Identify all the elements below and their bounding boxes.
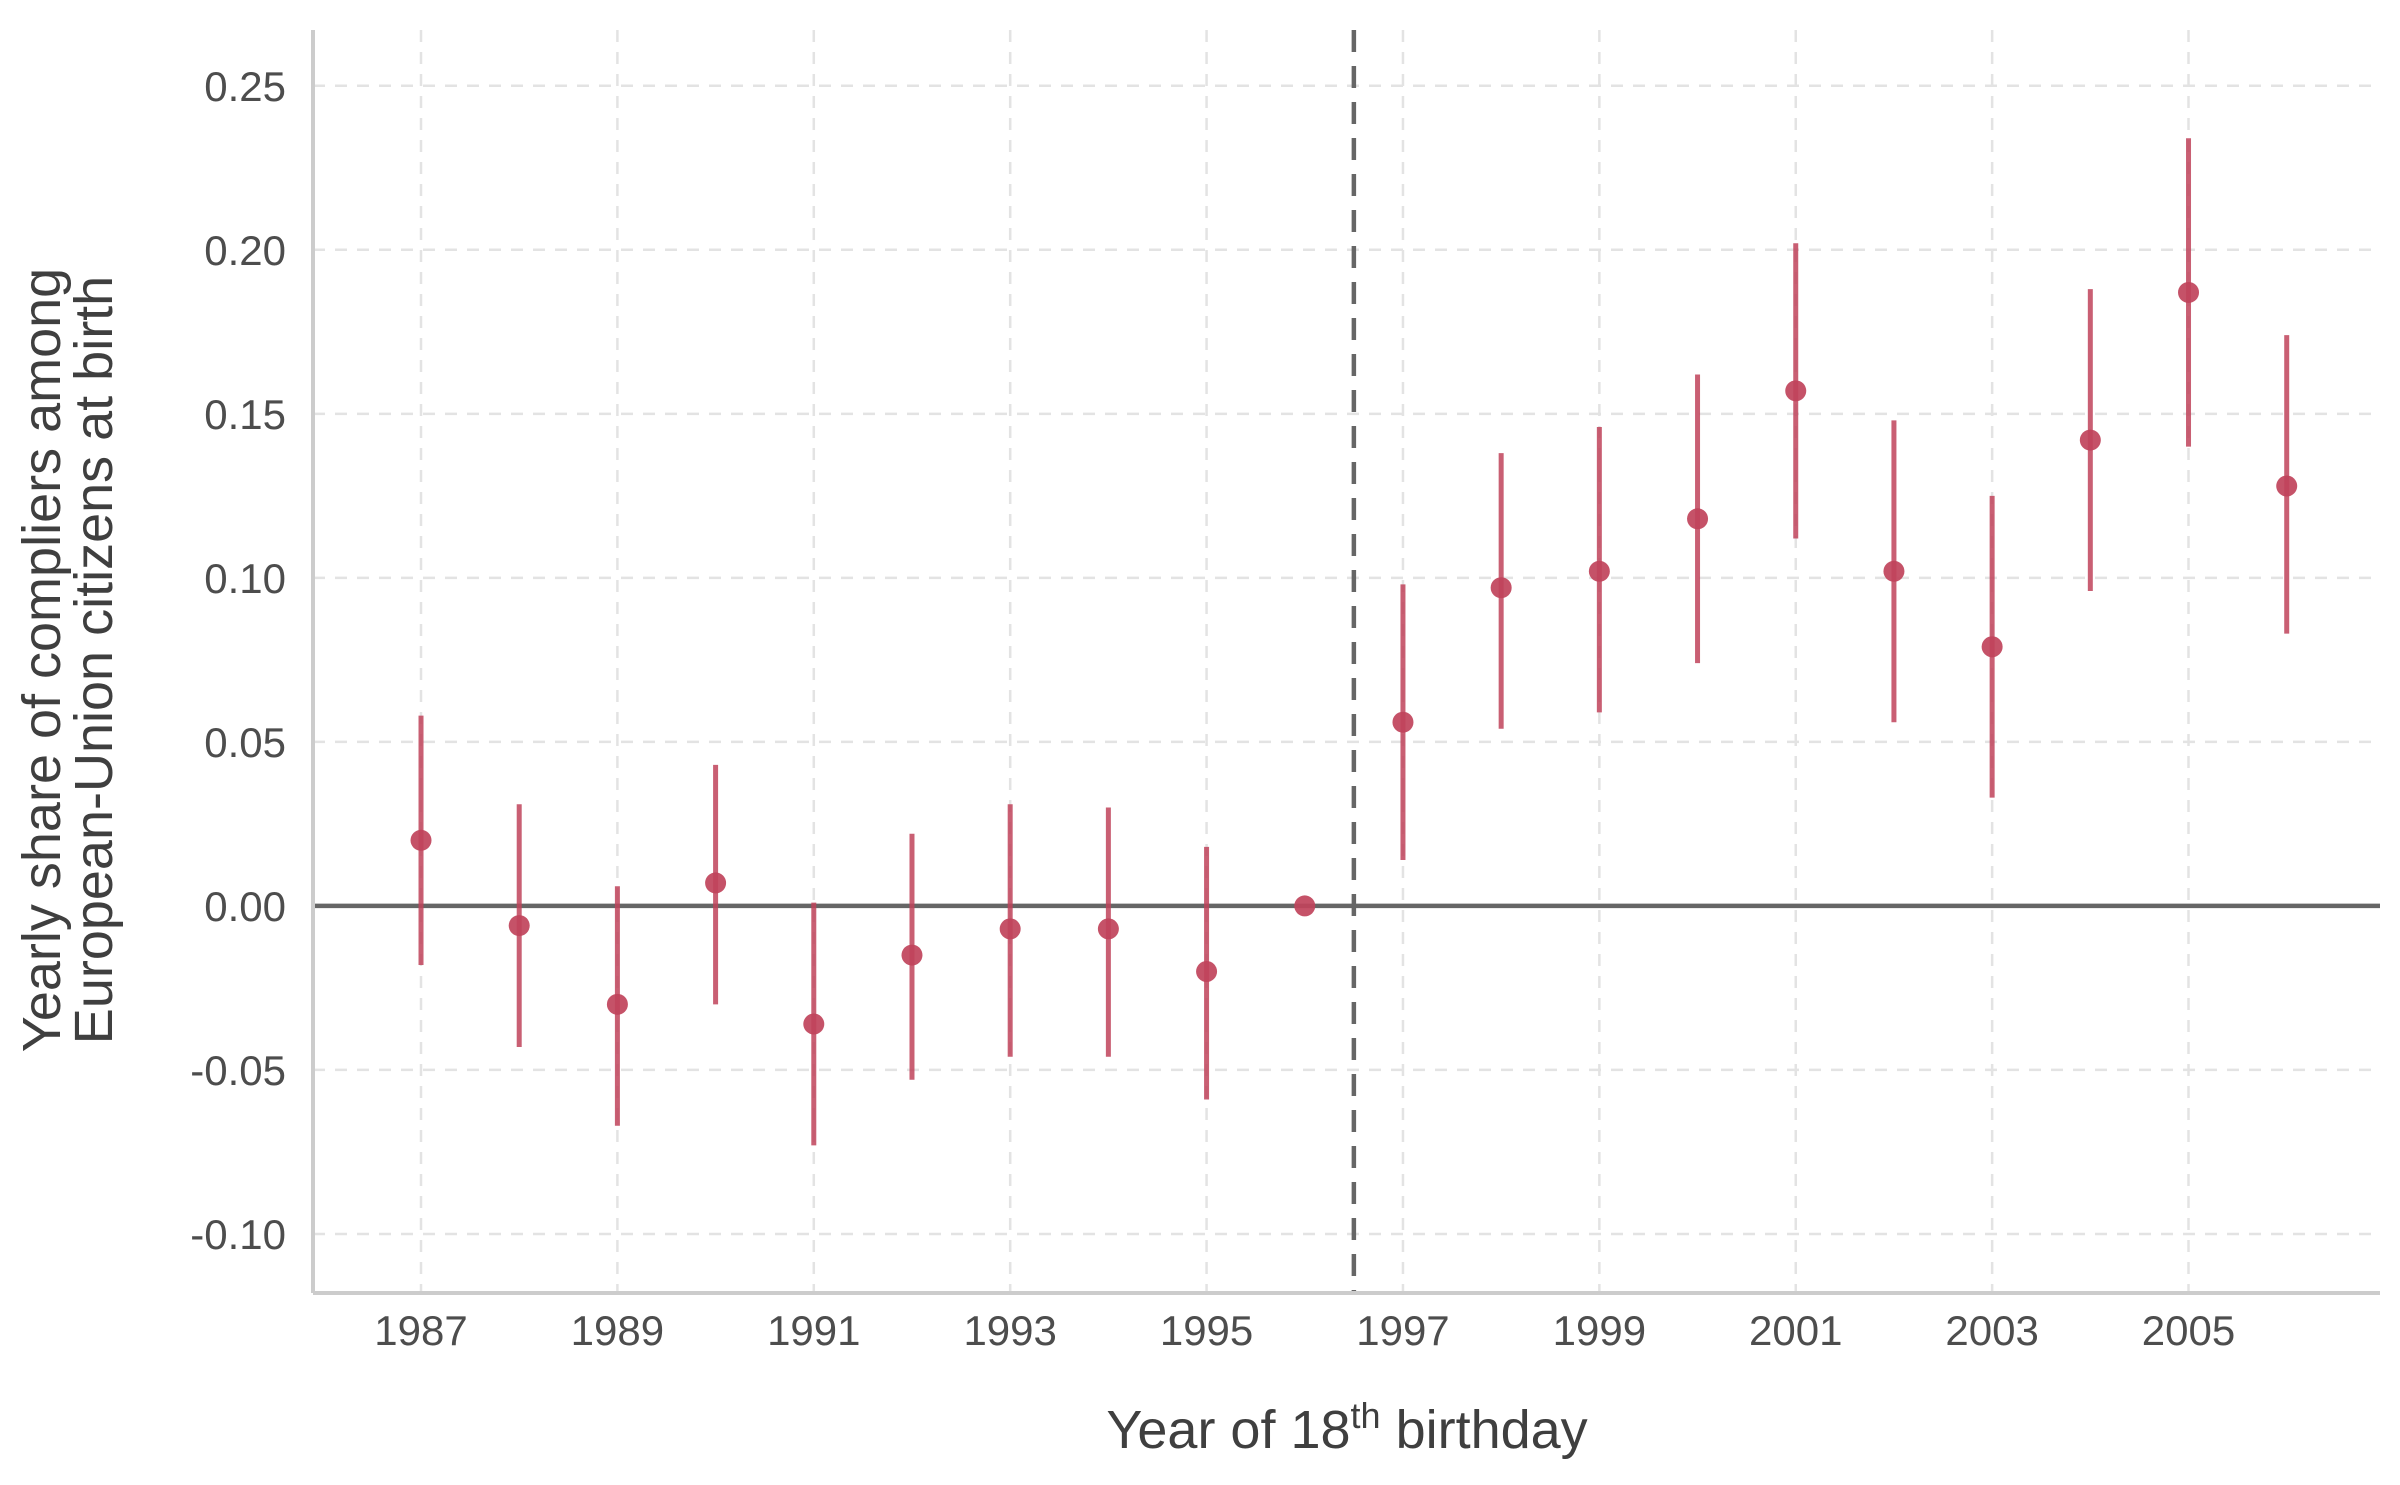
data-point [1097,918,1119,940]
y-tick-label: 0.20 [204,227,286,274]
x-tick-label: 2003 [1945,1307,2038,1354]
data-point [705,872,727,894]
y-axis-title-line-1: Yearly share of compliers among [12,268,72,1052]
x-tick-label: 1997 [1356,1307,1449,1354]
data-point [999,918,1021,940]
x-tick-label: 2005 [2142,1307,2235,1354]
data-point [1883,560,1905,582]
x-axis-title-superscript: th [1351,1395,1381,1436]
grid-layer [313,30,2380,1293]
data-point [2276,475,2298,497]
data-point [1687,508,1709,530]
data-point [1392,711,1414,733]
x-tick-label: 1993 [963,1307,1056,1354]
data-point [803,1013,825,1035]
x-tick-label: 1987 [374,1307,467,1354]
y-tick-label: -0.05 [190,1047,286,1094]
x-tick-label: 2001 [1749,1307,1842,1354]
y-axis-title-line-2: European-Union citizens at birth [64,276,124,1044]
y-tick-label: 0.25 [204,63,286,110]
axis-titles: Year of 18th birthday Yearly share of co… [12,268,1588,1460]
data-point [1981,636,2003,658]
tick-labels: -0.10 -0.05 0.00 0.05 0.10 0.15 0.20 0.25 1987 19… [190,63,2235,1354]
data-point [1785,380,1807,402]
y-tick-label: 0.15 [204,391,286,438]
axes [311,30,2380,1295]
x-tick-label: 1989 [571,1307,664,1354]
data-point [606,993,628,1015]
data-point [1196,961,1218,983]
data-point [508,915,530,937]
data-point [2079,429,2101,451]
reference-lines [313,30,2380,1293]
y-tick-label: 0.00 [204,883,286,930]
x-tick-label: 1999 [1553,1307,1646,1354]
x-tick-label: 1991 [767,1307,860,1354]
data-point [410,829,432,851]
x-tick-label: 1995 [1160,1307,1253,1354]
y-tick-label: 0.10 [204,555,286,602]
data-marks [410,138,2298,1146]
data-point [1490,577,1512,599]
y-tick-label: 0.05 [204,719,286,766]
data-point [1294,895,1316,917]
y-tick-label: -0.10 [190,1211,286,1258]
data-point [2178,281,2200,303]
x-axis-title: Year of 18th birthday [1106,1395,1587,1460]
data-point [1588,560,1610,582]
data-point [901,944,923,966]
